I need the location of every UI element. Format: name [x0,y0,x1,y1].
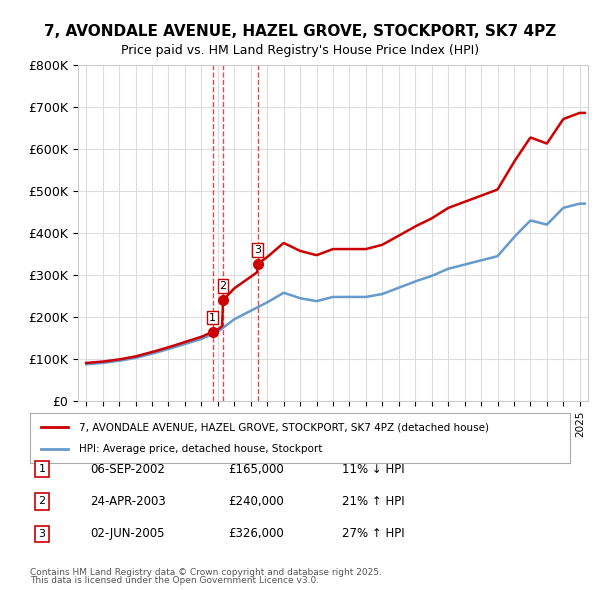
Text: 3: 3 [254,245,261,255]
Text: 11% ↓ HPI: 11% ↓ HPI [342,463,404,476]
Text: This data is licensed under the Open Government Licence v3.0.: This data is licensed under the Open Gov… [30,576,319,585]
Text: 7, AVONDALE AVENUE, HAZEL GROVE, STOCKPORT, SK7 4PZ: 7, AVONDALE AVENUE, HAZEL GROVE, STOCKPO… [44,24,556,38]
Text: Contains HM Land Registry data © Crown copyright and database right 2025.: Contains HM Land Registry data © Crown c… [30,568,382,577]
Text: £326,000: £326,000 [228,527,284,540]
Text: 7, AVONDALE AVENUE, HAZEL GROVE, STOCKPORT, SK7 4PZ (detached house): 7, AVONDALE AVENUE, HAZEL GROVE, STOCKPO… [79,422,488,432]
Text: 06-SEP-2002: 06-SEP-2002 [90,463,165,476]
Text: 1: 1 [38,464,46,474]
Text: £165,000: £165,000 [228,463,284,476]
Text: Price paid vs. HM Land Registry's House Price Index (HPI): Price paid vs. HM Land Registry's House … [121,44,479,57]
Text: 27% ↑ HPI: 27% ↑ HPI [342,527,404,540]
Text: 3: 3 [38,529,46,539]
Text: HPI: Average price, detached house, Stockport: HPI: Average price, detached house, Stoc… [79,444,322,454]
Text: 02-JUN-2005: 02-JUN-2005 [90,527,164,540]
Text: 21% ↑ HPI: 21% ↑ HPI [342,495,404,508]
Text: 24-APR-2003: 24-APR-2003 [90,495,166,508]
Text: 1: 1 [209,313,216,323]
Text: 2: 2 [220,281,227,291]
Text: 2: 2 [38,497,46,506]
Text: £240,000: £240,000 [228,495,284,508]
